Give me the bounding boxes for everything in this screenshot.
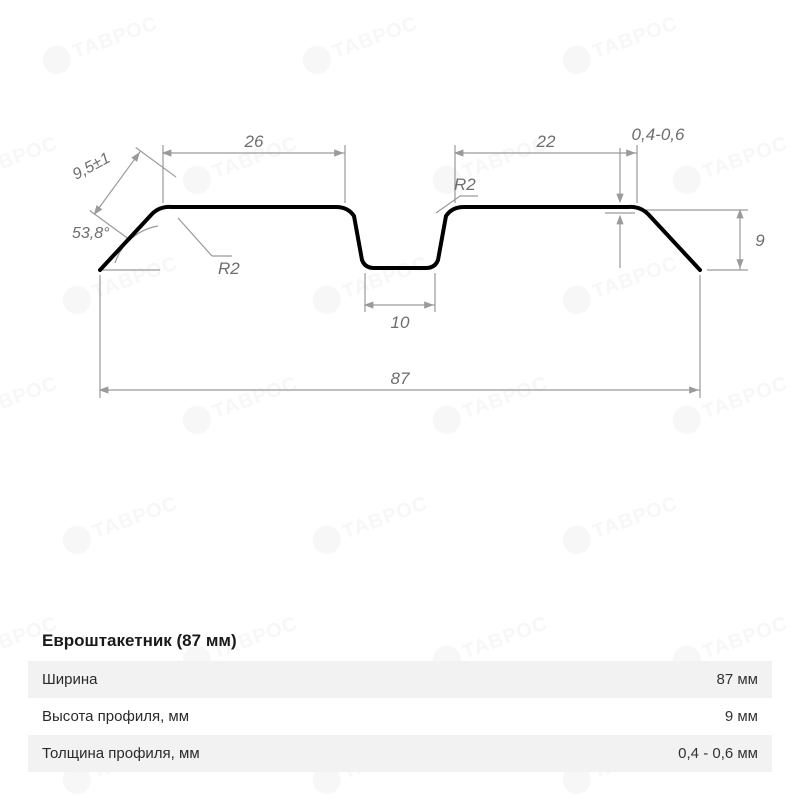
dim-width-total: 87 <box>391 369 410 388</box>
spec-table: Евроштакетник (87 мм) Ширина 87 мм Высот… <box>28 621 772 772</box>
spec-value: 9 мм <box>499 698 772 735</box>
dim-thickness: 0,4-0,6 <box>632 125 685 144</box>
spec-label: Ширина <box>28 661 499 698</box>
spec-value: 87 мм <box>499 661 772 698</box>
table-row: Ширина 87 мм <box>28 661 772 698</box>
product-title: Евроштакетник (87 мм) <box>28 621 772 661</box>
spec-label: Высота профиля, мм <box>28 698 499 735</box>
profile-path <box>100 207 700 270</box>
dim-top-left: 26 <box>244 132 264 151</box>
dim-valley: 10 <box>391 313 410 332</box>
dim-height: 9 <box>755 231 765 250</box>
dim-edge-len: 9,5±1 <box>70 150 113 184</box>
spec-value: 0,4 - 0,6 мм <box>499 735 772 772</box>
dim-top-right: 22 <box>536 132 556 151</box>
table-row: Высота профиля, мм 9 мм <box>28 698 772 735</box>
dim-r2-center: R2 <box>454 175 476 194</box>
table-row: Толщина профиля, мм 0,4 - 0,6 мм <box>28 735 772 772</box>
dim-r2-left: R2 <box>218 259 240 278</box>
spec-label: Толщина профиля, мм <box>28 735 499 772</box>
profile-diagram: 87 26 22 10 9 0,4-0,6 <box>0 0 800 520</box>
dim-angle: 53,8° <box>72 225 110 242</box>
